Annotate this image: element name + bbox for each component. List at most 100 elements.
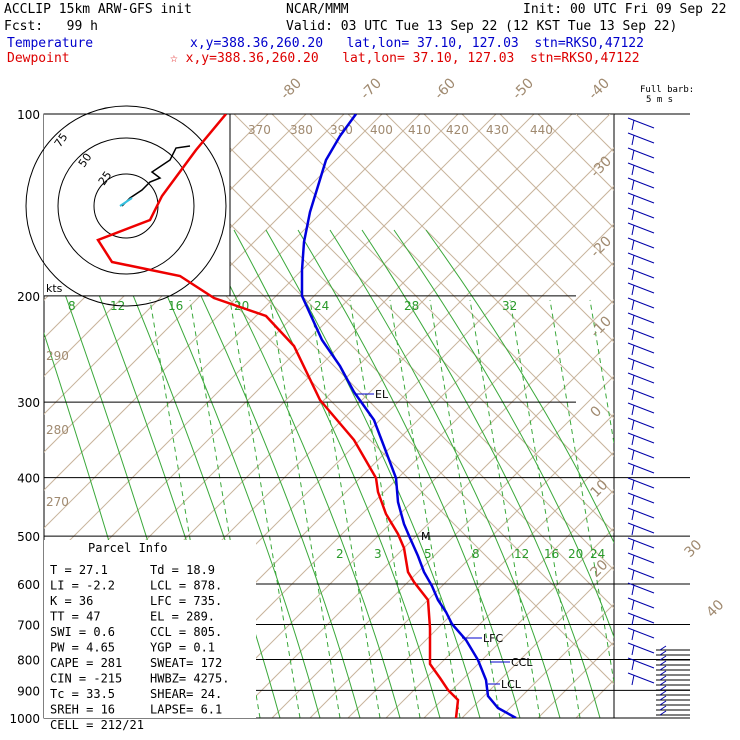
- parcel-info-panel: [44, 540, 256, 718]
- wind-barb: [627, 252, 655, 264]
- parcel-info-left: TT = 47: [50, 610, 101, 624]
- hodograph-ring: [25, 105, 227, 307]
- wind-barb-flag: [631, 569, 635, 581]
- isotherm-label: -70: [358, 75, 385, 102]
- wind-barb: [627, 207, 655, 219]
- moist-adiabat-line: [137, 229, 321, 718]
- wind-barb: [627, 372, 655, 384]
- moist-adiabat-line: [329, 229, 561, 718]
- wind-barb: [627, 342, 655, 354]
- isotherm-label: -50: [510, 75, 537, 102]
- wind-barb-flag: [631, 314, 635, 326]
- isotherm-line: [44, 114, 459, 529]
- wind-barb-flag: [631, 299, 635, 311]
- wind-barb: [627, 642, 655, 654]
- mixing-ratio-label: 5: [424, 547, 432, 561]
- wind-barb: [627, 282, 655, 294]
- isotherm-line: [44, 114, 535, 605]
- wind-barb: [627, 162, 655, 174]
- isotherm-line: [44, 114, 345, 415]
- dewpoint-location: ☆ x,y=388.36,260.20 lat,lon= 37.10, 127.…: [170, 51, 640, 66]
- wind-barb: [627, 402, 655, 414]
- dry-adiabat-line: [309, 114, 614, 419]
- wind-barb-flag: [631, 239, 635, 251]
- isotherm-line: [44, 114, 421, 491]
- dry-adiabat-line: [195, 114, 614, 533]
- wind-barb: [627, 462, 655, 474]
- wind-barb-flag: [631, 449, 635, 461]
- wind-barb: [627, 357, 655, 369]
- parcel-info-right: EL = 289.: [150, 610, 215, 624]
- wind-barb: [627, 297, 655, 309]
- wind-barb-flag: [631, 659, 635, 671]
- moist-adiabat-line: [105, 229, 281, 718]
- mixing-ratio-line: [269, 299, 341, 718]
- low-level-barb-flag: [659, 665, 667, 671]
- wind-barb-flag: [631, 389, 635, 401]
- theta-label: 270: [46, 495, 69, 509]
- moist-adiabat-line: [297, 229, 521, 718]
- theta-label: 420: [446, 123, 469, 137]
- wind-barb: [627, 192, 655, 204]
- isotherm-line: [347, 451, 614, 718]
- wind-barb-flag: [631, 209, 635, 221]
- wind-barb-flag: [631, 434, 635, 446]
- wind-barb-flag: [631, 284, 635, 296]
- wind-barb: [627, 147, 655, 159]
- wind-barb-flag: [631, 179, 635, 191]
- isotherm-label: -20: [588, 233, 615, 260]
- isotherm-label: -40: [586, 75, 613, 102]
- low-level-barb-flag: [659, 700, 667, 706]
- wind-barb: [627, 132, 655, 144]
- isotherm-line: [690, 114, 740, 718]
- low-level-barb-flag: [659, 670, 667, 676]
- isotherm-line: [233, 337, 614, 718]
- barb-label-2: 5 m s: [646, 95, 674, 105]
- dry-adiabat-line: [499, 114, 614, 229]
- mixing-ratio-label: 16: [544, 547, 559, 561]
- wind-barb-flag: [631, 539, 635, 551]
- wind-barb-flag: [631, 404, 635, 416]
- wind-barb: [627, 627, 655, 639]
- wind-barb-flag: [631, 584, 635, 596]
- wind-barb-flag: [631, 554, 635, 566]
- hodograph-trace: [121, 145, 191, 207]
- mixing-ratio-label: 2: [336, 547, 344, 561]
- pressure-tick-label: 1000: [9, 712, 40, 726]
- wind-barb-flag: [631, 134, 635, 146]
- moist-adiabat-line: [425, 229, 614, 544]
- low-level-barb-flag: [659, 660, 667, 666]
- wind-barb-flag: [631, 494, 635, 506]
- wind-barb-flag: [631, 254, 635, 266]
- wind-barb: [627, 567, 655, 579]
- wind-barb-flag: [631, 629, 635, 641]
- pressure-tick-label: 900: [17, 684, 40, 698]
- parcel-info-right: SWEAT= 172: [150, 656, 222, 670]
- parcel-info-right: Td = 18.9: [150, 563, 215, 577]
- pressure-tick-label: 100: [17, 108, 40, 122]
- wind-barb: [627, 492, 655, 504]
- isotherm-label: 30: [682, 537, 706, 561]
- wind-barb-flag: [631, 464, 635, 476]
- wind-barb: [627, 222, 655, 234]
- pressure-tick-label: 700: [17, 618, 40, 632]
- barb-label-1: Full barb:: [640, 85, 695, 95]
- low-level-barb-flag: [659, 645, 667, 651]
- wind-barb: [627, 537, 655, 549]
- wind-barb: [627, 522, 655, 534]
- dry-adiabat-line: [347, 114, 614, 381]
- mixing-ratio-line: [589, 299, 614, 447]
- moist-adiabat-line: [361, 229, 601, 718]
- parcel-info-right: CCL = 805.: [150, 625, 222, 639]
- mixing-ratio-label: 28: [404, 299, 419, 313]
- mixing-ratio-line: [229, 299, 301, 718]
- dry-adiabat-line: [652, 114, 740, 718]
- wind-barb: [627, 552, 655, 564]
- parcel-info-left: Tc = 33.5: [50, 687, 115, 701]
- dry-adiabat-line: [461, 114, 614, 267]
- mixing-ratio-label: 8: [68, 299, 76, 313]
- mixing-ratio-label: 32: [502, 299, 517, 313]
- theta-label: 290: [46, 349, 69, 363]
- moist-adiabat-line: [233, 229, 441, 718]
- parcel-info-right: LAPSE= 6.1: [150, 703, 222, 717]
